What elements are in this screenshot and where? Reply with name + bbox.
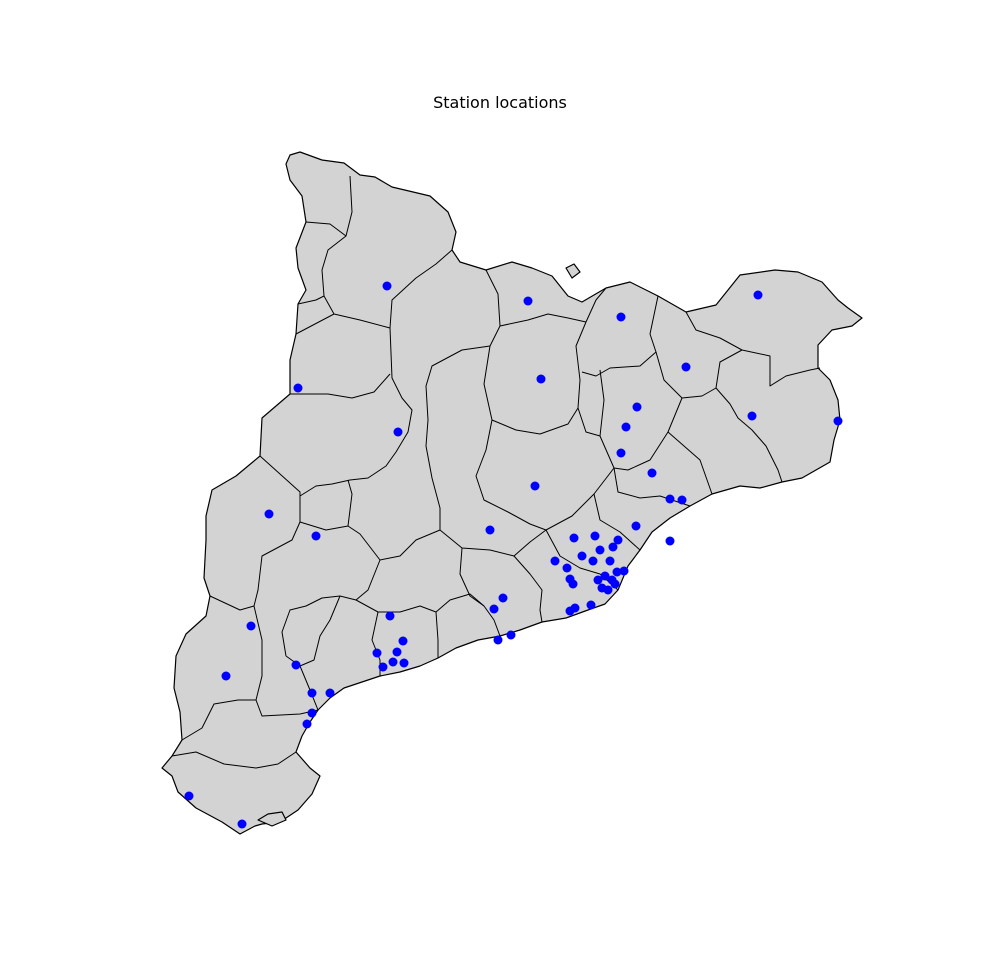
station-point — [388, 657, 398, 667]
station-point — [586, 600, 596, 610]
station-point — [307, 688, 317, 698]
station-point — [833, 416, 843, 426]
station-point — [665, 536, 675, 546]
station-point — [311, 531, 321, 541]
station-point — [595, 545, 605, 555]
station-point — [681, 362, 691, 372]
station-point — [753, 290, 763, 300]
station-point — [393, 427, 403, 437]
station-point — [302, 719, 312, 729]
station-point — [562, 563, 572, 573]
station-point — [616, 312, 626, 322]
station-point — [221, 671, 231, 681]
station-point — [632, 402, 642, 412]
station-point — [747, 411, 757, 421]
station-point — [565, 606, 575, 616]
station-point — [398, 636, 408, 646]
station-point — [493, 635, 503, 645]
station-point — [610, 579, 620, 589]
station-point — [291, 660, 301, 670]
station-point — [612, 567, 622, 577]
station-point — [392, 647, 402, 657]
station-point — [593, 575, 603, 585]
station-point — [399, 658, 409, 668]
map-title: Station locations — [433, 93, 567, 112]
station-point — [536, 374, 546, 384]
station-point — [590, 531, 600, 541]
station-point — [600, 571, 610, 581]
station-point — [665, 494, 675, 504]
station-point — [184, 791, 194, 801]
station-point — [677, 495, 687, 505]
station-point — [550, 556, 560, 566]
station-point — [608, 542, 618, 552]
station-point — [577, 551, 587, 561]
station-point — [246, 621, 256, 631]
station-point — [530, 481, 540, 491]
station-point — [293, 383, 303, 393]
station-point — [506, 630, 516, 640]
region-outline — [161, 151, 863, 835]
stations-layer — [184, 281, 843, 829]
station-point — [485, 525, 495, 535]
station-point — [619, 566, 629, 576]
station-point — [616, 448, 626, 458]
station-point — [647, 468, 657, 478]
enclave — [565, 263, 581, 279]
station-point — [237, 819, 247, 829]
station-point — [569, 533, 579, 543]
station-point — [264, 509, 274, 519]
station-point — [498, 593, 508, 603]
station-point — [631, 521, 641, 531]
station-point — [378, 662, 388, 672]
station-point — [568, 579, 578, 589]
station-point — [613, 535, 623, 545]
station-point — [588, 556, 598, 566]
station-point — [385, 611, 395, 621]
station-point — [325, 688, 335, 698]
station-point — [523, 296, 533, 306]
station-point — [621, 422, 631, 432]
station-point — [605, 556, 615, 566]
station-point — [489, 604, 499, 614]
delta-island — [257, 811, 287, 827]
station-point — [372, 648, 382, 658]
station-point — [307, 708, 317, 718]
station-point — [382, 281, 392, 291]
station-point — [603, 585, 613, 595]
